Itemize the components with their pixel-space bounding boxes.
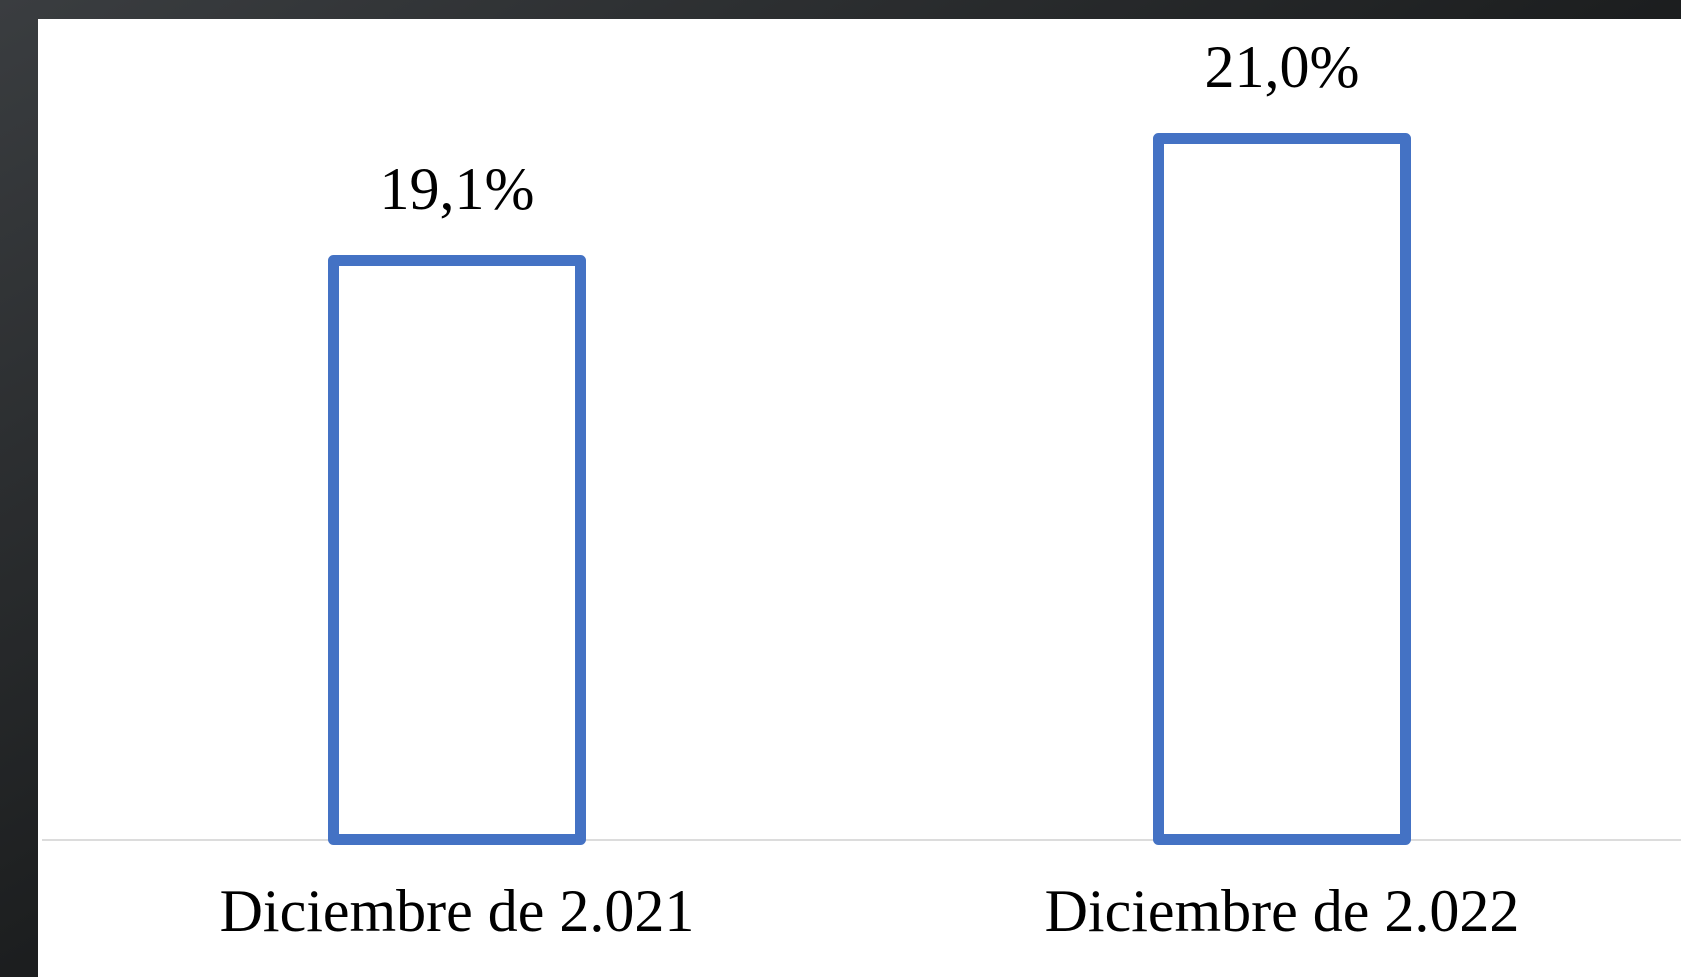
value-label: 21,0% bbox=[1205, 34, 1360, 100]
chart-panel bbox=[38, 19, 1681, 977]
x-tick-label: Diciembre de 2.022 bbox=[1045, 878, 1520, 944]
x-tick-label: Diciembre de 2.021 bbox=[220, 878, 695, 944]
value-label: 19,1% bbox=[380, 156, 535, 222]
bar bbox=[328, 255, 586, 845]
bar bbox=[1153, 133, 1411, 845]
